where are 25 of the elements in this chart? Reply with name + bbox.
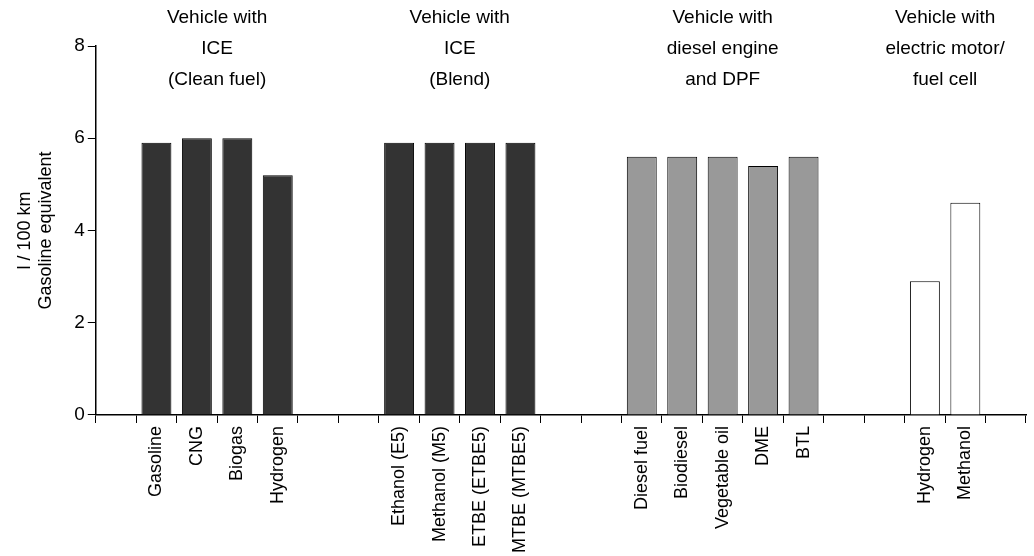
x-tick-label: Methanol (M5) [428,426,449,543]
x-tick-label: CNG [185,426,206,466]
x-tick-label: Biogas [226,426,247,482]
y-tick-label: 0 [74,403,85,425]
x-tick-label: MTBE (MTBE5) [509,426,530,554]
x-tick-label: Hydrogen [266,426,287,505]
x-tick-label: DME [752,426,773,466]
x-tick-label: BTL [792,426,813,460]
y-tick-label: 2 [74,310,85,332]
x-tick-label: Vegetable oil [711,426,732,530]
x-tick-label: ETBE (ETBE5) [468,426,489,548]
x-tick-label: Biodiesel [671,426,692,500]
y-tick-label: 4 [74,218,86,240]
y-tick-label: 6 [74,126,85,148]
annotation: Vehicle with ICE (Clean fuel) [166,5,268,89]
annotation: Vehicle with ICE (Blend) [409,5,510,89]
y-axis-title: l / 100 km Gasoline equivalent [13,151,56,310]
annotation: Vehicle with diesel engine and DPF [666,5,779,89]
annotation: Vehicle with electric motor/ fuel cell [885,5,1006,89]
x-tick-label: Ethanol (E5) [388,426,409,527]
x-tick-label: Diesel fuel [630,426,651,511]
x-tick-label: Hydrogen [913,426,934,505]
x-tick-label: Methanol [954,426,975,501]
x-tick-label: Gasoline [145,426,166,498]
y-tick-label: 8 [74,34,85,56]
